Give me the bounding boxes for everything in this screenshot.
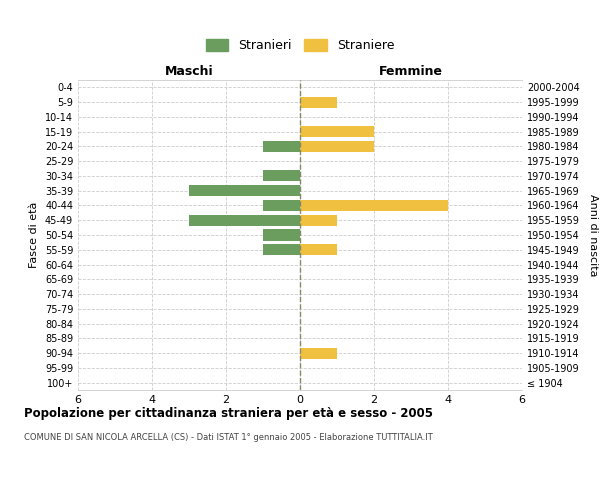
Bar (300, 126, 374, 137)
Bar (263, 141, 300, 152)
Bar (263, 170, 300, 181)
Text: Femmine: Femmine (379, 65, 443, 78)
Legend: Stranieri, Straniere: Stranieri, Straniere (201, 34, 399, 57)
Bar (189, 214, 300, 226)
Text: COMUNE DI SAN NICOLA ARCELLA (CS) - Dati ISTAT 1° gennaio 2005 - Elaborazione TU: COMUNE DI SAN NICOLA ARCELLA (CS) - Dati… (24, 432, 433, 442)
Y-axis label: Anni di nascita: Anni di nascita (588, 194, 598, 276)
Bar (300, 96, 337, 108)
Bar (300, 214, 337, 226)
Text: Popolazione per cittadinanza straniera per età e sesso - 2005: Popolazione per cittadinanza straniera p… (24, 408, 433, 420)
Bar (300, 244, 337, 256)
Bar (189, 185, 300, 196)
Bar (263, 230, 300, 240)
Bar (300, 348, 337, 358)
Bar (300, 200, 448, 211)
Bar (263, 200, 300, 211)
Y-axis label: Fasce di età: Fasce di età (29, 202, 39, 268)
Bar (263, 244, 300, 256)
Text: Maschi: Maschi (164, 65, 214, 78)
Bar (300, 141, 374, 152)
